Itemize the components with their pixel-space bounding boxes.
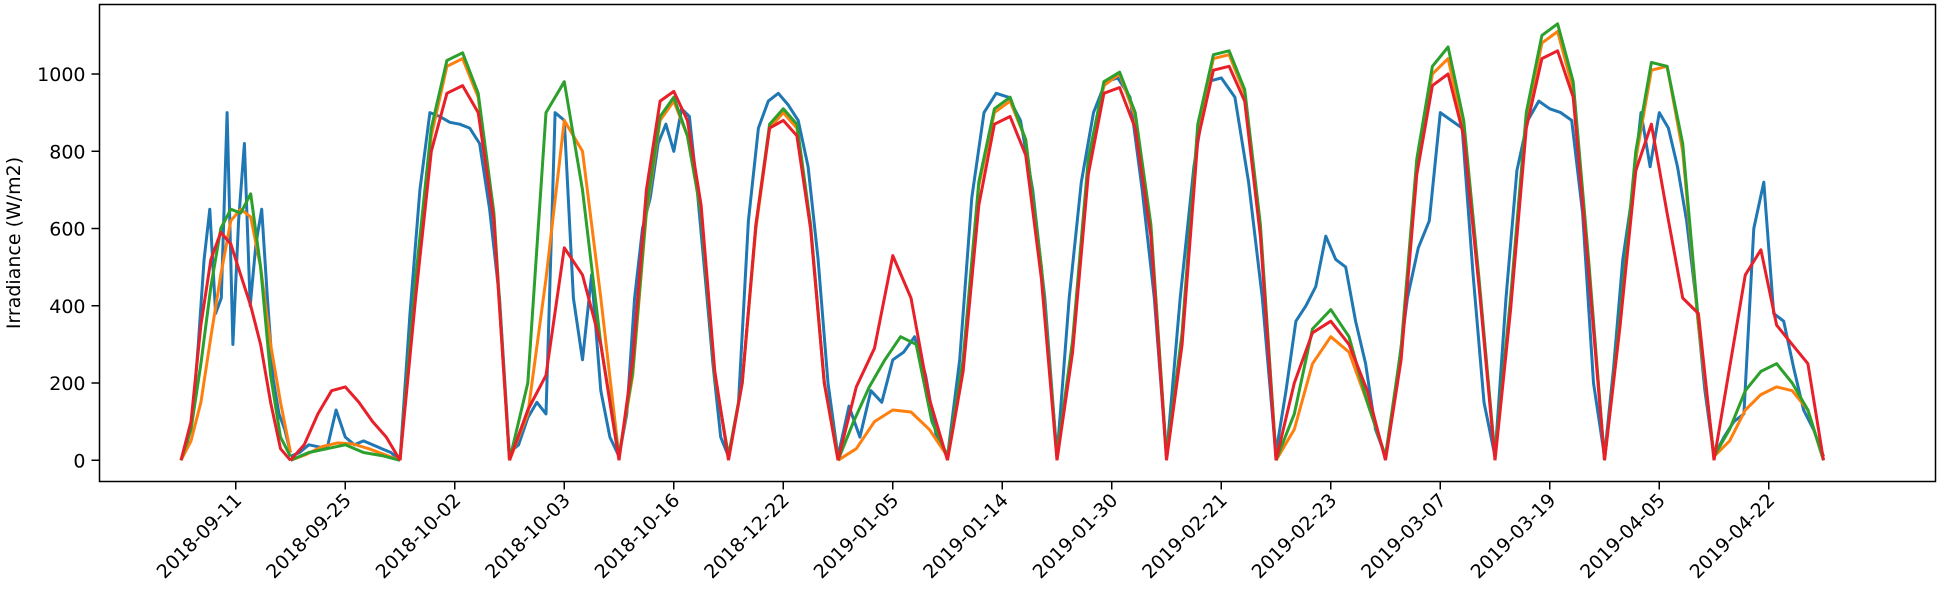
y-axis: 0 200 400 600 800 1000 [37,64,100,472]
series-line-red-day-2 [398,84,511,461]
series-line-green-day-0 [179,192,292,461]
series-line-red-day-11 [1384,72,1497,461]
x-tick-label: 2019-03-19 [1467,489,1561,583]
x-tick-label: 2018-10-02 [372,489,466,583]
x-tick-label: 2019-01-30 [1029,489,1123,583]
series-line-measured-day-10 [1274,234,1387,457]
series-line-green-day-6 [836,335,949,461]
series-line-red-day-4 [617,89,730,461]
series-line-green-day-14 [1712,362,1825,461]
series-line-measured-day-9 [1165,76,1278,457]
x-tick-label: 2019-01-05 [810,489,904,583]
y-tick-label: 0 [73,450,85,472]
y-axis-label: Irradiance (W/m2) [3,157,25,329]
series-line-measured-day-5 [727,91,840,457]
y-tick-label: 1000 [37,64,85,86]
x-tick-label: 2019-02-21 [1138,489,1232,583]
series-line-red-day-8 [1055,86,1168,461]
x-axis: 2018-09-11 2018-09-25 2018-10-02 2018-10-03… [153,481,1780,583]
series-line-measured-day-12 [1493,99,1606,457]
y-tick-label: 600 [49,219,85,241]
series-line-red-day-1 [289,385,402,462]
series-line-red-day-7 [946,115,1059,461]
x-tick-label: 2018-12-22 [700,489,794,583]
y-tick-label: 200 [49,373,85,395]
series-line-orange-day-0 [179,207,292,461]
series-line-red-day-6 [836,254,949,461]
series-line-red-day-5 [727,118,840,461]
series-line-green-day-10 [1274,308,1387,461]
series-layer [179,22,1825,462]
series-line-green-day-1 [289,443,401,462]
series-line-orange-day-6 [837,408,949,462]
series-line-red-day-12 [1493,49,1606,461]
series-line-measured-day-2 [398,111,511,461]
x-tick-label: 2019-01-14 [919,489,1013,583]
plot-area [98,3,1937,483]
x-tick-label: 2019-03-07 [1357,489,1451,583]
series-line-measured-day-1 [289,408,401,462]
y-tick-label: 800 [49,141,85,163]
series-line-red-day-13 [1603,122,1716,461]
x-tick-label: 2019-02-23 [1248,489,1342,583]
x-tick-label: 2018-10-03 [481,489,575,583]
x-tick-label: 2019-04-05 [1576,489,1670,583]
series-line-red-day-10 [1274,319,1387,461]
x-tick-label: 2018-09-11 [153,489,247,583]
y-tick-label: 400 [49,296,85,318]
series-line-red-day-0 [179,230,292,462]
series-line-red-day-3 [508,246,621,461]
series-line-red-day-9 [1165,64,1278,461]
x-tick-label: 2019-04-22 [1686,489,1780,583]
x-tick-label: 2018-09-25 [262,489,356,583]
series-line-red-day-14 [1712,248,1825,461]
x-tick-label: 2018-10-16 [591,489,685,583]
